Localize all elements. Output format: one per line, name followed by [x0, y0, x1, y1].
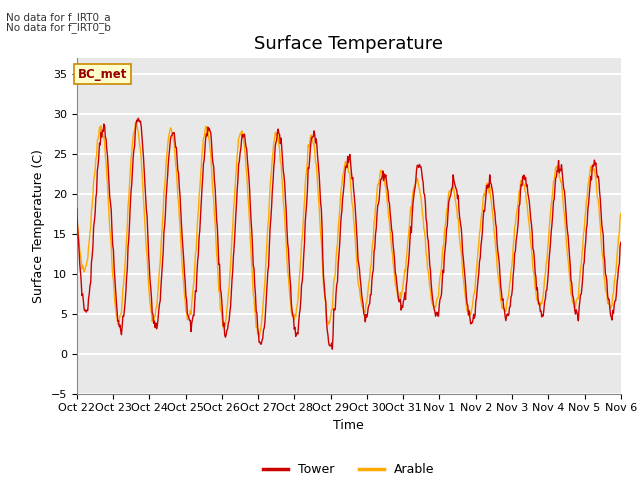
X-axis label: Time: Time	[333, 419, 364, 432]
Title: Surface Temperature: Surface Temperature	[254, 35, 444, 53]
Y-axis label: Surface Temperature (C): Surface Temperature (C)	[32, 149, 45, 302]
Text: BC_met: BC_met	[78, 68, 127, 81]
Legend: Tower, Arable: Tower, Arable	[258, 458, 440, 480]
Text: No data for f_IRT0_a: No data for f_IRT0_a	[6, 12, 111, 23]
Text: No data for f_IRT0_b: No data for f_IRT0_b	[6, 22, 111, 33]
